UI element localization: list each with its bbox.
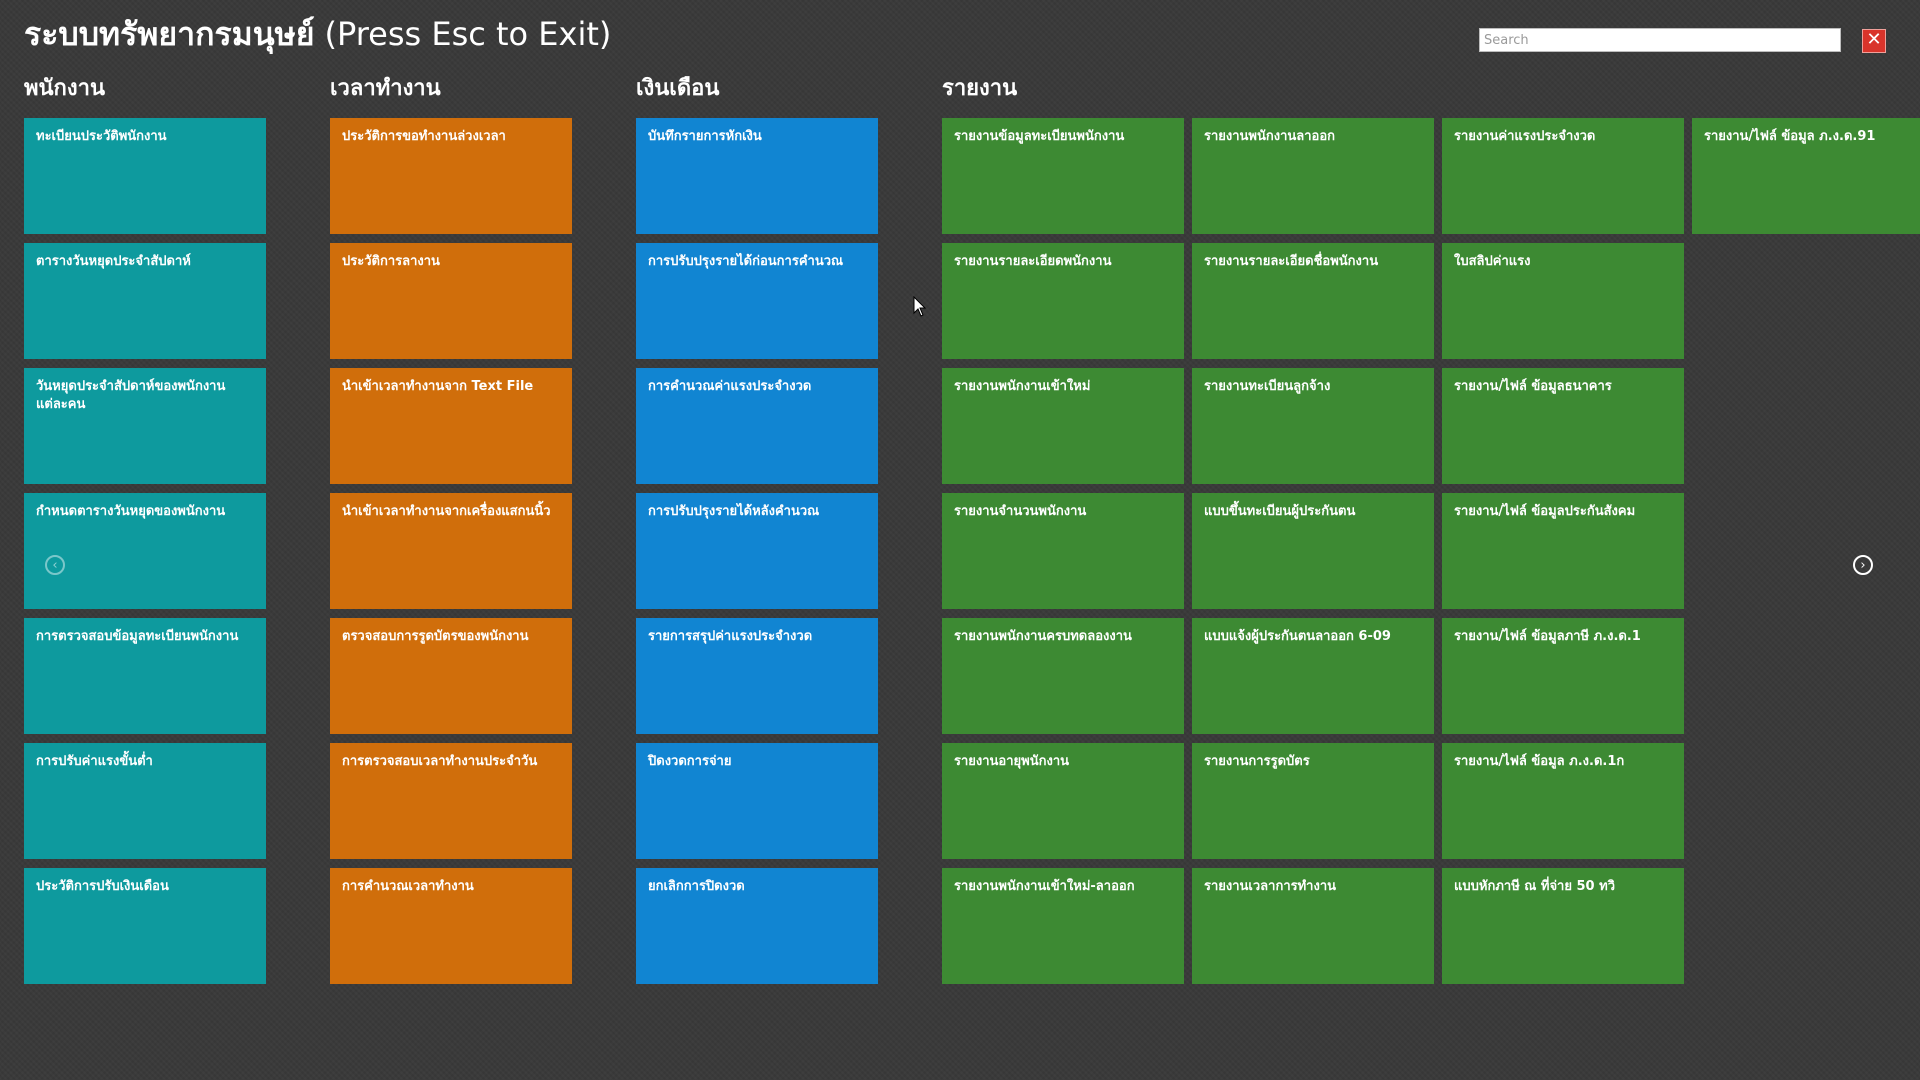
tile-report-new-employees[interactable]: รายงานพนักงานเข้าใหม่ — [942, 368, 1184, 484]
search-input[interactable] — [1479, 28, 1841, 52]
tile-report-new-resigned[interactable]: รายงานพนักงานเข้าใหม่-ลาออก — [942, 868, 1184, 984]
close-icon: ✕ — [1866, 29, 1882, 50]
tile-employee-weekly-holiday[interactable]: วันหยุดประจำสัปดาห์ของพนักงานแต่ละคน — [24, 368, 266, 484]
tile-report-pnd91-file[interactable]: รายงาน/ไฟล์ ข้อมูล ภ.ง.ด.91 — [1692, 118, 1920, 234]
tile-form-insured-registration[interactable]: แบบขึ้นทะเบียนผู้ประกันตน — [1192, 493, 1434, 609]
chevron-left-circle-icon: ‹ — [52, 558, 58, 573]
tile-report-employee-details[interactable]: รายงานรายละเอียดพนักงาน — [942, 243, 1184, 359]
tile-worktime-calculation[interactable]: การคำนวณเวลาทำงาน — [330, 868, 572, 984]
app-title-main: ระบบทรัพยากรมนุษย์ — [24, 15, 315, 53]
tile-overtime-history[interactable]: ประวัติการขอทำงานล่วงเวลา — [330, 118, 572, 234]
tile-report-employee-count[interactable]: รายงานจำนวนพนักงาน — [942, 493, 1184, 609]
tile-period-wage-summary[interactable]: รายการสรุปค่าแรงประจำงวด — [636, 618, 878, 734]
scroll-left-button[interactable]: ‹ — [45, 555, 65, 575]
group-header-employee: พนักงาน — [24, 76, 105, 101]
scroll-right-button[interactable]: › — [1853, 555, 1873, 575]
tile-post-calc-adjust[interactable]: การปรับปรุงรายได้หลังคำนวณ — [636, 493, 878, 609]
tile-check-card-swipe[interactable]: ตรวจสอบการรูดบัตรของพนักงาน — [330, 618, 572, 734]
tile-import-text-file[interactable]: นำเข้าเวลาทำงานจาก Text File — [330, 368, 572, 484]
tile-form-withholding-50-tawi[interactable]: แบบหักภาษี ณ ที่จ่าย 50 ทวิ — [1442, 868, 1684, 984]
tile-set-employee-holiday[interactable]: กำหนดตารางวันหยุดของพนักงาน — [24, 493, 266, 609]
tile-salary-adjust-history[interactable]: ประวัติการปรับเงินเดือน — [24, 868, 266, 984]
tile-report-work-time[interactable]: รายงานเวลาการทำงาน — [1192, 868, 1434, 984]
tile-pay-slip[interactable]: ใบสลิปค่าแรง — [1442, 243, 1684, 359]
reports-tile-column-2: รายงานพนักงานลาออก รายงานรายละเอียดชื่อพ… — [1192, 118, 1434, 984]
group-header-salary: เงินเดือน — [636, 76, 720, 101]
app-title: ระบบทรัพยากรมนุษย์ (Press Esc to Exit) — [24, 10, 611, 58]
tile-deduction-record[interactable]: บันทึกรายการหักเงิน — [636, 118, 878, 234]
tile-report-period-wage[interactable]: รายงานค่าแรงประจำงวด — [1442, 118, 1684, 234]
tile-report-bank-file[interactable]: รายงาน/ไฟล์ ข้อมูลธนาคาร — [1442, 368, 1684, 484]
salary-tile-column: บันทึกรายการหักเงิน การปรับปรุงรายได้ก่อ… — [636, 118, 878, 984]
tile-report-social-security-file[interactable]: รายงาน/ไฟล์ ข้อมูลประกันสังคม — [1442, 493, 1684, 609]
tile-weekly-holiday-table[interactable]: ตารางวันหยุดประจำสัปดาห์ — [24, 243, 266, 359]
employee-tile-column: ทะเบียนประวัติพนักงาน ตารางวันหยุดประจำส… — [24, 118, 266, 984]
tile-leave-history[interactable]: ประวัติการลางาน — [330, 243, 572, 359]
tile-report-employee-registry[interactable]: รายงานข้อมูลทะเบียนพนักงาน — [942, 118, 1184, 234]
group-header-worktime: เวลาทำงาน — [330, 76, 441, 101]
tile-report-resigned[interactable]: รายงานพนักงานลาออก — [1192, 118, 1434, 234]
worktime-tile-column: ประวัติการขอทำงานล่วงเวลา ประวัติการลางา… — [330, 118, 572, 984]
tile-employee-history[interactable]: ทะเบียนประวัติพนักงาน — [24, 118, 266, 234]
tile-report-pnd1k-file[interactable]: รายงาน/ไฟล์ ข้อมูล ภ.ง.ด.1ก — [1442, 743, 1684, 859]
tile-period-wage-calc[interactable]: การคำนวณค่าแรงประจำงวด — [636, 368, 878, 484]
reports-tile-column-3: รายงานค่าแรงประจำงวด ใบสลิปค่าแรง รายงาน… — [1442, 118, 1684, 984]
tile-report-worker-registry[interactable]: รายงานทะเบียนลูกจ้าง — [1192, 368, 1434, 484]
reports-tile-column-1: รายงานข้อมูลทะเบียนพนักงาน รายงานรายละเอ… — [942, 118, 1184, 984]
tile-close-pay-period[interactable]: ปิดงวดการจ่าย — [636, 743, 878, 859]
tile-minimum-wage-adjust[interactable]: การปรับค่าแรงขั้นต่ำ — [24, 743, 266, 859]
tile-daily-worktime-check[interactable]: การตรวจสอบเวลาทำงานประจำวัน — [330, 743, 572, 859]
tile-report-employee-age[interactable]: รายงานอายุพนักงาน — [942, 743, 1184, 859]
tile-report-employee-name-details[interactable]: รายงานรายละเอียดชื่อพนักงาน — [1192, 243, 1434, 359]
tile-form-insured-resign-609[interactable]: แบบแจ้งผู้ประกันตนลาออก 6-09 — [1192, 618, 1434, 734]
tile-report-tax-pnd1-file[interactable]: รายงาน/ไฟล์ ข้อมูลภาษี ภ.ง.ด.1 — [1442, 618, 1684, 734]
tile-pre-calc-adjust[interactable]: การปรับปรุงรายได้ก่อนการคำนวณ — [636, 243, 878, 359]
close-button[interactable]: ✕ — [1862, 29, 1886, 53]
mouse-pointer-icon — [913, 296, 927, 317]
tile-import-fingerprint[interactable]: นำเข้าเวลาทำงานจากเครื่องแสกนนิ้ว — [330, 493, 572, 609]
tile-report-card-swipe[interactable]: รายงานการรูดบัตร — [1192, 743, 1434, 859]
tile-check-employee-records[interactable]: การตรวจสอบข้อมูลทะเบียนพนักงาน — [24, 618, 266, 734]
chevron-right-circle-icon: › — [1860, 558, 1866, 573]
reports-tile-column-4: รายงาน/ไฟล์ ข้อมูล ภ.ง.ด.91 — [1692, 118, 1920, 234]
tile-report-probation-complete[interactable]: รายงานพนักงานครบทดลองงาน — [942, 618, 1184, 734]
tile-cancel-close-period[interactable]: ยกเลิกการปิดงวด — [636, 868, 878, 984]
group-header-reports: รายงาน — [942, 76, 1018, 101]
app-title-hint: (Press Esc to Exit) — [324, 15, 612, 53]
